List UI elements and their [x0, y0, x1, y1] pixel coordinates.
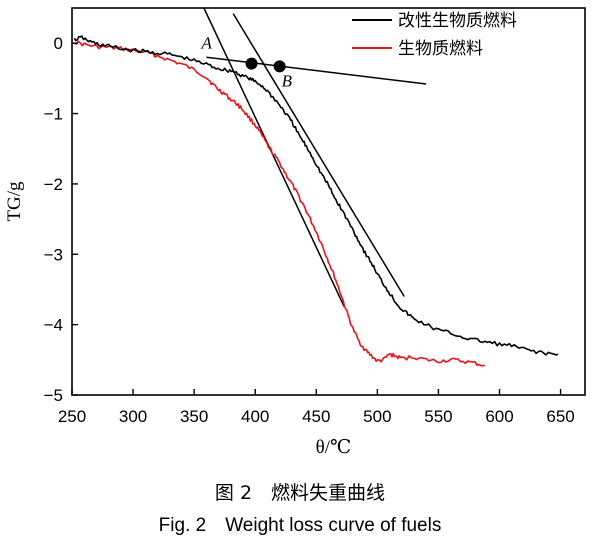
x-tick-label: 300: [119, 407, 147, 426]
figure-caption-chinese: 图 2 燃料失重曲线: [214, 482, 386, 504]
y-tick-label: −4: [44, 316, 63, 335]
tangent-line-3: [206, 56, 427, 85]
x-tick-label: 650: [546, 407, 574, 426]
tangent-line-1: [203, 8, 346, 308]
y-tick-label: 0: [54, 34, 63, 53]
x-tick-label: 600: [485, 407, 513, 426]
axes: 250 300 350 400 450 500 550 600 650 0 −1 −2 −3 −4 −5 A B: [44, 7, 586, 426]
legend-label-2: 生物质燃料: [398, 39, 483, 59]
chart: 250 300 350 400 450 500 550 600 650 0 −1 −2 −3 −4 −5 A B…: [4, 7, 586, 458]
x-tick-label: 350: [180, 407, 208, 426]
marker-b: [273, 60, 286, 73]
plot-area: [73, 8, 559, 367]
marker-label-a: A: [201, 34, 213, 53]
tangent-line-2: [232, 13, 405, 297]
figure-caption-english: Fig. 2 Weight loss curve of fuels: [158, 515, 442, 536]
y-tick-label: −2: [44, 175, 63, 194]
series-line-2: [74, 40, 485, 367]
y-tick-label: −5: [44, 386, 63, 405]
plot-frame: [71, 7, 586, 396]
marker-a: [245, 57, 258, 70]
x-axis-title: θ/℃: [316, 437, 352, 458]
x-tick-label: 500: [363, 407, 391, 426]
x-tick-label: 550: [424, 407, 452, 426]
marker-label-b: B: [282, 71, 293, 90]
x-tick-label: 250: [58, 407, 86, 426]
legend-label-1: 改性生物质燃料: [398, 11, 517, 31]
series-line-1: [73, 35, 559, 356]
x-tick-label: 400: [241, 407, 269, 426]
y-axis-title: TG/g: [4, 181, 25, 222]
y-tick-label: −3: [44, 245, 63, 264]
y-tick-label: −1: [44, 105, 63, 124]
x-tick-label: 450: [302, 407, 330, 426]
